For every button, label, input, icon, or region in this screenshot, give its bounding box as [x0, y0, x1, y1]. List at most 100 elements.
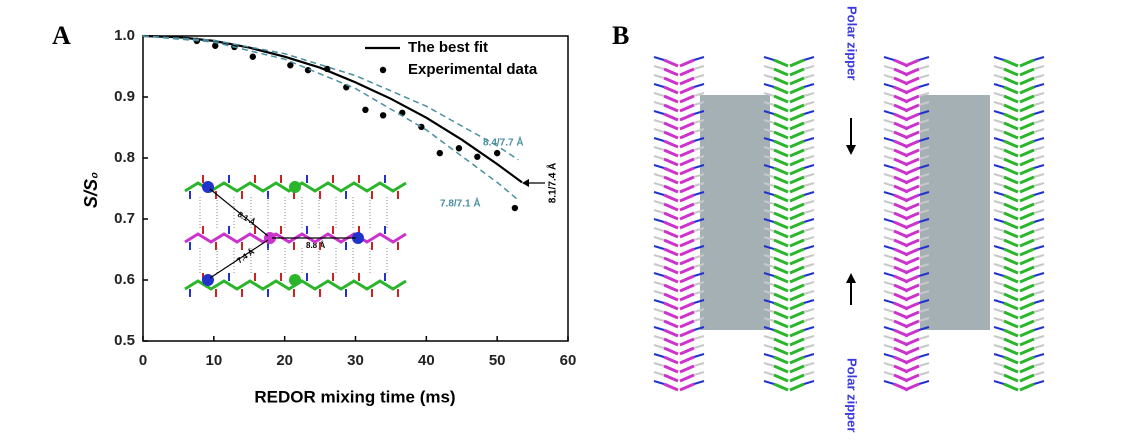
- sheet-bond: [679, 238, 695, 248]
- sheet-bond: [763, 128, 775, 133]
- sheet-bond: [1033, 362, 1045, 367]
- sheet-bond: [773, 130, 789, 140]
- sheet-bond: [883, 362, 895, 367]
- annotation: 8.4/7.7 Å: [483, 136, 524, 149]
- sheet-bond: [679, 301, 695, 311]
- sheet-bond: [789, 301, 805, 311]
- sheet-bond: [663, 301, 679, 311]
- sheet-bond: [653, 218, 665, 223]
- sheet-bond: [679, 157, 695, 167]
- sheet-bond: [1003, 238, 1019, 248]
- sheet-bond: [918, 137, 930, 142]
- sheet-bond: [693, 164, 705, 169]
- sheet-bond: [1033, 371, 1045, 376]
- sheet-bond: [993, 137, 1005, 142]
- sheet-bond: [763, 290, 775, 295]
- x-tick-label: 0: [139, 352, 147, 369]
- sheet-bond: [1003, 175, 1019, 185]
- sheet-bond: [653, 299, 665, 304]
- sheet-bond: [993, 326, 1005, 331]
- sheet-bond: [763, 308, 775, 313]
- sheet-bond: [763, 272, 775, 277]
- sheet-bond: [1003, 157, 1019, 167]
- sheet-bond: [918, 146, 930, 151]
- distance-line: [209, 239, 269, 279]
- sheet-bond: [904, 157, 920, 167]
- sheet-bond: [693, 317, 705, 322]
- sheet-bond: [1019, 229, 1035, 239]
- sheet-bond: [773, 382, 789, 392]
- sheet-bond: [679, 184, 695, 194]
- sheet-bond: [663, 85, 679, 95]
- sheet-bond: [789, 337, 805, 347]
- sheet-bond: [904, 283, 920, 293]
- sheet-bond: [904, 112, 920, 122]
- callout-label: Polar zipper: [845, 358, 860, 432]
- sheet-bond: [993, 83, 1005, 88]
- sheet-bond: [918, 308, 930, 313]
- sheet-bond: [653, 137, 665, 142]
- sheet-bond: [993, 362, 1005, 367]
- sheet-bond: [1033, 110, 1045, 115]
- sheet-bond: [663, 373, 679, 383]
- sheet-bond: [1033, 290, 1045, 295]
- sheet-bond: [1033, 263, 1045, 268]
- sheet-bond: [773, 310, 789, 320]
- sheet-bond: [1033, 299, 1045, 304]
- data-point: [455, 145, 463, 152]
- sheet-bond: [1019, 139, 1035, 149]
- sheet-bond: [993, 380, 1005, 385]
- sheet-bond: [1003, 103, 1019, 113]
- sheet-bond: [883, 164, 895, 169]
- sheet-bond: [789, 364, 805, 374]
- sheet-bond: [803, 155, 815, 160]
- sheet-bond: [789, 328, 805, 338]
- sheet-bond: [679, 274, 695, 284]
- sheet-bond: [693, 308, 705, 313]
- sheet-bond: [1019, 94, 1035, 104]
- x-tick-label: 10: [205, 352, 222, 369]
- sheet-bond: [1019, 130, 1035, 140]
- sheet-bond: [803, 227, 815, 232]
- sheet-bond: [693, 227, 705, 232]
- sheet-bond: [1019, 175, 1035, 185]
- sheet-bond: [803, 245, 815, 250]
- data-point: [379, 112, 387, 119]
- sheet-bond: [1019, 112, 1035, 122]
- sheet-bond: [918, 65, 930, 70]
- sheet-bond: [693, 245, 705, 250]
- sheet-bond: [1033, 326, 1045, 331]
- sheet-bond: [918, 281, 930, 286]
- sheet-bond: [1003, 76, 1019, 86]
- sheet-bond: [993, 173, 1005, 178]
- annotation: 8.1/7.4 Å: [546, 163, 559, 204]
- sheet-bond: [803, 137, 815, 142]
- data-point: [493, 149, 501, 157]
- distance-line: [209, 188, 269, 237]
- sheet-bond: [1033, 146, 1045, 151]
- sheet-bond: [663, 166, 679, 176]
- sheet-bond: [679, 112, 695, 122]
- sheet-bond: [773, 58, 789, 68]
- sheet-bond: [653, 254, 665, 259]
- sheet-bond: [904, 67, 920, 77]
- sheet-bond: [1003, 202, 1019, 212]
- bound-curve: [142, 35, 519, 161]
- sheet-bond: [993, 119, 1005, 124]
- sheet-bond: [904, 184, 920, 194]
- sheet-bond: [1003, 292, 1019, 302]
- sheet-bond: [993, 236, 1005, 241]
- sheet-bond: [1003, 346, 1019, 356]
- sheet-bond: [904, 85, 920, 95]
- sheet-bond: [773, 76, 789, 86]
- sheet-bond: [993, 164, 1005, 169]
- sheet-bond: [789, 157, 805, 167]
- sheet-bond: [773, 301, 789, 311]
- sheet-bond: [904, 220, 920, 230]
- sheet-bond: [993, 101, 1005, 106]
- sheet-bond: [1003, 94, 1019, 104]
- sheet-bond: [918, 110, 930, 115]
- sheet-bond: [663, 319, 679, 329]
- sheet-bond: [679, 103, 695, 113]
- data-point: [418, 123, 425, 131]
